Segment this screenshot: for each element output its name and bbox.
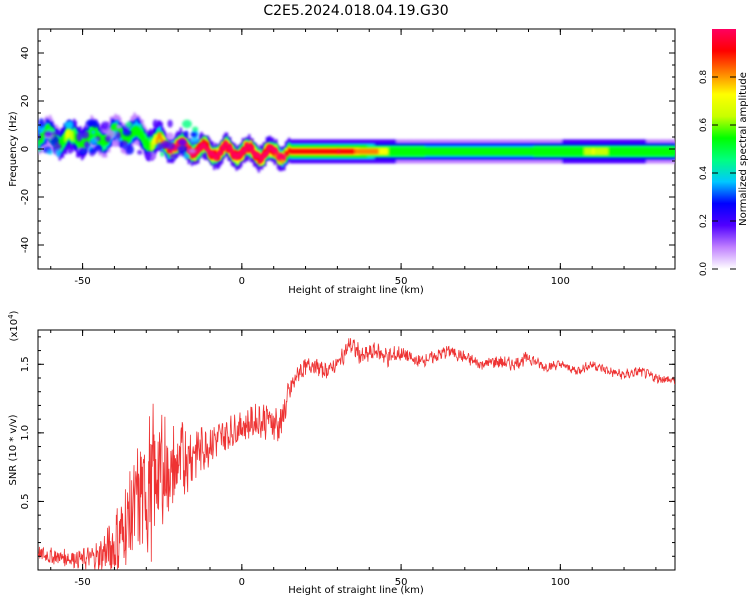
y-tick-label: 20	[20, 95, 31, 108]
y-tick-label: 1.0	[20, 425, 31, 441]
y-tick-label: -20	[20, 189, 31, 205]
y-tick-label: 1.5	[20, 356, 31, 372]
x-tick-label: 100	[551, 577, 570, 588]
y-tick-label: 0	[20, 146, 31, 152]
colorbar-ticks: 0.0 0.2 0.4 0.6 0.8	[699, 70, 736, 277]
colorbar-tick-label: 0.2	[699, 214, 709, 228]
colorbar-tick-label: 0.4	[699, 166, 709, 181]
spectrogram-y-label: Frequency (Hz)	[8, 111, 19, 187]
x-tick-label: 0	[239, 577, 245, 588]
x-tick-label: -50	[74, 276, 90, 287]
y-tick-label: 40	[20, 47, 31, 60]
colorbar-tick-label: 0.8	[699, 70, 709, 85]
x-tick-label: 50	[395, 276, 408, 287]
snr-ticks: -50 0 50 100 0.5 1.0 1.5	[20, 330, 675, 588]
x-tick-label: -50	[74, 577, 90, 588]
colorbar: 0.0 0.2 0.4 0.6 0.8 Normalized spectral ampl…	[699, 29, 749, 276]
x-tick-label: 0	[239, 276, 245, 287]
snr-y-unit: (x104)	[7, 310, 20, 341]
spectrogram-panel: -50 0 50 100 -40 -20 0 20 40 Height of straight …	[8, 28, 676, 296]
colorbar-tick-label: 0.6	[699, 118, 709, 133]
figure-title: C2E5.2024.018.04.19.G30	[263, 3, 448, 19]
colorbar-label: Normalized spectral amplitude	[738, 72, 749, 226]
y-tick-label: -40	[20, 237, 31, 253]
x-tick-label: 50	[395, 577, 408, 588]
y-tick-label: 0.5	[20, 493, 31, 509]
colorbar-gradient	[712, 29, 736, 269]
spectrogram-ridge	[38, 112, 675, 173]
snr-y-label: SNR (10 * v/v)	[8, 414, 19, 485]
snr-x-label: Height of straight line (km)	[288, 585, 424, 596]
spectrogram-x-label: Height of straight line (km)	[288, 285, 424, 296]
spectrogram-ticks: -50 0 50 100 -40 -20 0 20 40	[20, 28, 675, 287]
snr-series-line	[38, 338, 675, 570]
x-tick-label: 100	[551, 276, 570, 287]
snr-plot-area	[37, 329, 676, 571]
snr-panel: -50 0 50 100 0.5 1.0 1.5 Height of straight li…	[7, 310, 676, 596]
colorbar-tick-label: 0.0	[699, 262, 709, 277]
